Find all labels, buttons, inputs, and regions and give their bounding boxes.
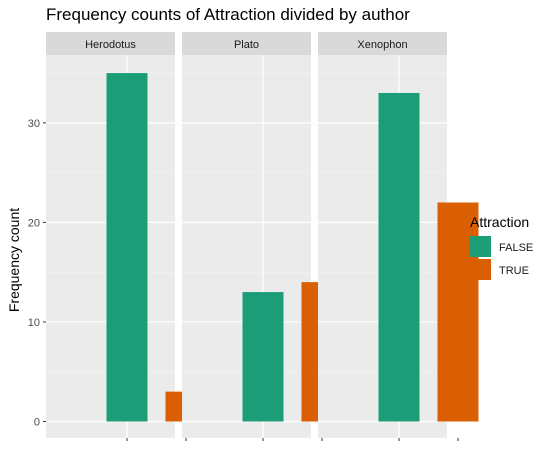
facet-strip xyxy=(182,32,311,55)
y-tick-label: 0 xyxy=(34,417,40,429)
facet-panel-xenophon: Xenophon xyxy=(318,32,479,441)
bar-plato-false xyxy=(242,292,284,422)
facet-panels: Herodotus Plato Xenophon xyxy=(46,32,479,441)
y-tick-label: 30 xyxy=(28,118,40,130)
y-tick-label: 10 xyxy=(28,317,40,329)
legend-item-true: TRUE xyxy=(470,259,529,280)
bar-xenophon-false xyxy=(378,92,420,422)
bar-herodotus-false xyxy=(106,73,148,422)
facet-strip xyxy=(46,32,175,55)
legend-label: TRUE xyxy=(499,265,529,277)
legend-swatch xyxy=(470,236,491,257)
facet-strip-label: Plato xyxy=(234,39,259,51)
facet-strip-label: Xenophon xyxy=(357,39,407,51)
bar-xenophon-true xyxy=(437,202,479,422)
y-axis-title: Frequency count xyxy=(6,208,22,312)
facet-panel-herodotus: Herodotus xyxy=(46,32,207,441)
facet-strip-label: Herodotus xyxy=(85,39,136,51)
legend-label: FALSE xyxy=(499,242,533,254)
y-axis: 0 10 20 30 xyxy=(28,118,46,429)
y-tick-label: 20 xyxy=(28,217,40,229)
chart-title: Frequency counts of Attraction divided b… xyxy=(46,5,410,24)
legend-swatch xyxy=(470,259,491,280)
legend-item-false: FALSE xyxy=(470,236,533,257)
facet-strip xyxy=(318,32,447,55)
legend-title: Attraction xyxy=(470,214,529,230)
legend: Attraction FALSE TRUE xyxy=(470,214,533,280)
